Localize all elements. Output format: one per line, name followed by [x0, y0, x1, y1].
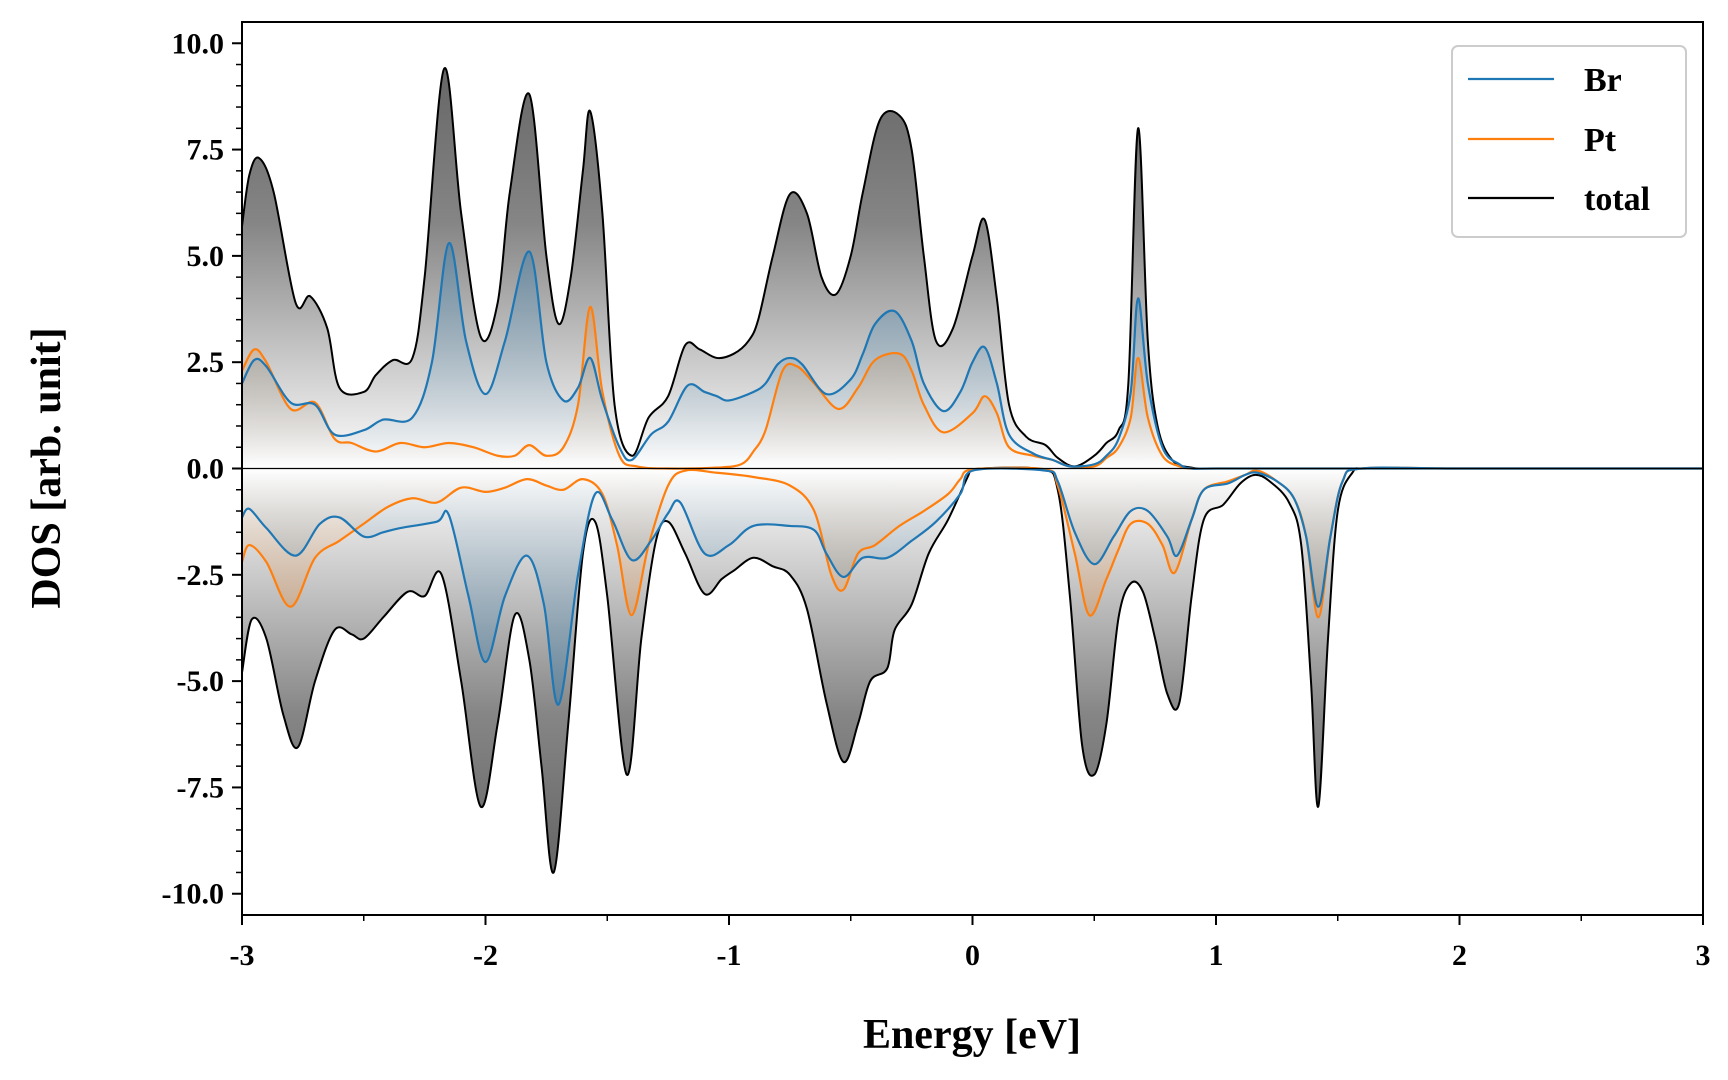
br-up-fill	[242, 243, 1703, 469]
legend: Br Pt total	[1451, 45, 1687, 238]
y-tick-label: 10.0	[172, 27, 225, 60]
br-down-line	[241, 466, 1703, 706]
total-up-fill	[242, 68, 1703, 469]
x-tick-label: 3	[1696, 939, 1711, 972]
legend-box	[1451, 45, 1687, 238]
y-tick-label: -2.5	[177, 559, 225, 592]
total-up-line	[241, 67, 1703, 470]
x-tick-label: 0	[965, 939, 980, 972]
x-tick-label: -3	[230, 939, 255, 972]
x-axis: -3 -2 -1 0 1 2 3	[230, 915, 1711, 972]
total-down-line	[241, 466, 1703, 874]
legend-label-br: Br	[1584, 62, 1622, 99]
y-tick-label: -10.0	[162, 878, 225, 911]
br-down-fill	[242, 467, 1703, 705]
y-tick-label: -7.5	[177, 771, 225, 804]
y-tick-label: 2.5	[187, 346, 225, 379]
legend-label-total: total	[1584, 181, 1650, 218]
series-layer	[240, 67, 1703, 874]
legend-label-pt: Pt	[1584, 122, 1617, 159]
total-down-fill	[242, 467, 1703, 873]
x-tick-label: -1	[717, 939, 742, 972]
pt-up-line	[241, 305, 1703, 470]
y-tick-label: 5.0	[187, 240, 225, 273]
y-tick-label: 0.0	[187, 453, 225, 486]
y-axis-title: DOS [arb. unit]	[24, 327, 70, 608]
x-tick-label: 2	[1452, 939, 1467, 972]
y-tick-label: 7.5	[187, 134, 225, 167]
y-tick-label: -5.0	[177, 665, 225, 698]
x-tick-label: 1	[1209, 939, 1224, 972]
pt-down-line	[240, 466, 1703, 619]
x-tick-label: -2	[473, 939, 498, 972]
y-axis: 10.0 7.5 5.0 2.5 0.0 -2.5 -5.0 -7.5 -10.0	[162, 27, 242, 911]
x-axis-title: Energy [eV]	[863, 1012, 1081, 1058]
br-up-line	[241, 242, 1703, 470]
